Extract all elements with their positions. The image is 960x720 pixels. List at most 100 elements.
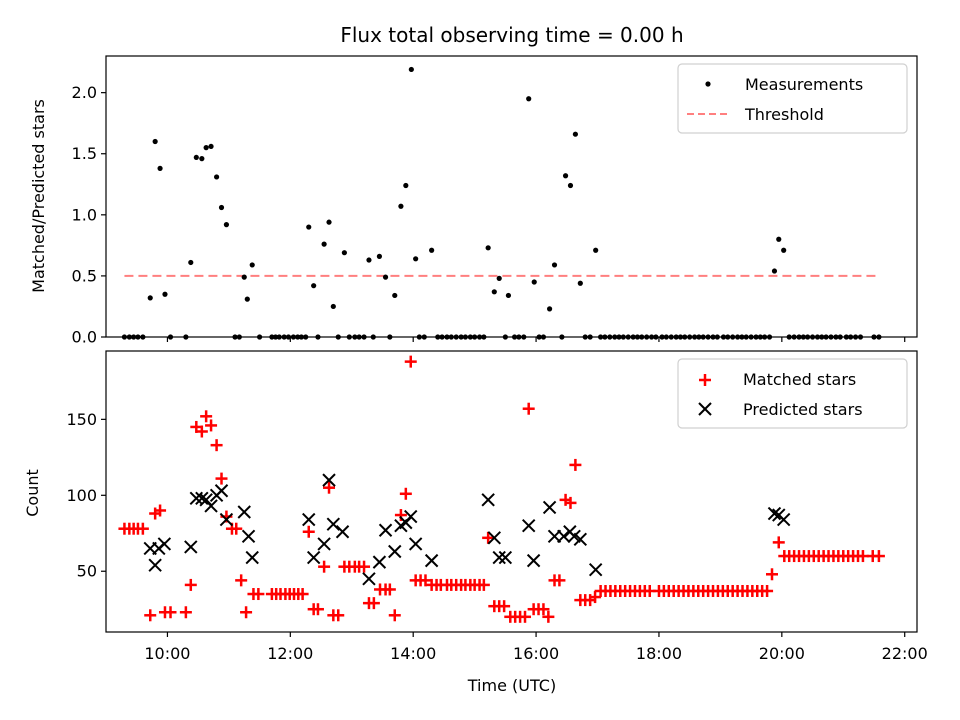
measurement-point: [753, 334, 759, 340]
measurement-point: [370, 334, 376, 340]
measurement-point: [366, 257, 372, 263]
measurement-point: [298, 334, 304, 340]
bottom-y-axis-label: Count: [23, 469, 42, 517]
matched-star-point: [144, 609, 157, 622]
measurement-point: [639, 334, 645, 340]
measurement-point: [602, 334, 608, 340]
matched-star-point: [519, 610, 532, 623]
matched-star-point: [210, 439, 223, 452]
top-x-ticks: [166, 337, 906, 342]
measurement-point: [505, 292, 512, 299]
bottom-plot-frame: [105, 350, 918, 633]
measurement-point: [582, 334, 588, 340]
measurement-point: [140, 334, 146, 340]
predicted-star-point: [241, 529, 256, 544]
predicted-star-point: [372, 555, 387, 569]
bottom-y-tick-label: 50: [77, 562, 97, 581]
measurement-point: [682, 334, 688, 340]
measurement-point: [572, 131, 578, 137]
measurement-point: [256, 334, 263, 340]
matched-star-point: [542, 610, 555, 623]
matched-star-point: [872, 550, 885, 563]
measurement-point: [691, 334, 698, 340]
measurement-point: [852, 334, 859, 340]
predicted-star-point: [335, 525, 350, 539]
predicted-star-point: [776, 512, 791, 527]
measurement-point: [193, 154, 199, 161]
measurement-point: [356, 334, 362, 340]
measurement-point: [241, 274, 247, 280]
predicted-star-point: [306, 550, 321, 565]
predicted-star-point: [424, 553, 439, 568]
predicted-star-point: [767, 506, 782, 521]
measurement-point: [462, 334, 469, 340]
measurement-point: [458, 334, 464, 340]
measurement-point: [540, 334, 547, 340]
measurement-point: [796, 334, 802, 340]
measurement-point: [244, 296, 250, 302]
measurement-point: [843, 334, 849, 340]
predicted-star-point: [378, 523, 393, 537]
measurement-point: [551, 262, 558, 268]
measurement-point: [757, 334, 763, 340]
measurement-point: [167, 334, 174, 340]
predicted-star-point: [487, 531, 502, 545]
measurement-point: [814, 334, 821, 340]
measurement-point: [748, 334, 754, 340]
predicted-star-point: [404, 509, 418, 524]
predicted-star-point: [237, 505, 251, 519]
chart-title: Flux total observing time = 0.00 h: [340, 23, 683, 47]
measurement-point: [673, 334, 679, 340]
matched-star-point: [136, 522, 149, 535]
measurement-point: [416, 334, 422, 340]
measurement-point: [612, 334, 618, 340]
matched-star-point: [367, 597, 380, 610]
measurement-point: [131, 334, 137, 340]
measurement-point: [303, 334, 309, 340]
measurement-point: [276, 334, 282, 340]
measurement-point: [714, 334, 720, 340]
measurement-point: [335, 334, 341, 340]
measurement-point: [710, 334, 716, 340]
measurement-point: [634, 334, 641, 340]
predicted-star-point: [526, 553, 541, 568]
matched-star-point: [195, 425, 208, 438]
matched-star-point: [399, 487, 412, 500]
measurement-point: [285, 334, 292, 340]
measurement-point: [516, 334, 522, 340]
predicted-star-point: [157, 537, 172, 551]
measurement-point: [213, 174, 220, 180]
matched-star-point: [358, 560, 371, 573]
matched-star-point: [388, 609, 401, 622]
measurement-point: [403, 182, 409, 189]
measurement-point: [382, 274, 389, 280]
measurement-point: [781, 247, 787, 253]
matched-star-point: [482, 531, 495, 544]
measurement-point: [739, 334, 745, 340]
measurement-point: [786, 334, 792, 340]
predicted-star-point: [322, 473, 336, 487]
measurement-point: [805, 334, 811, 340]
predicted-star-point: [326, 517, 341, 531]
measurement-points: [121, 66, 882, 340]
measurement-point: [871, 334, 877, 340]
measurement-point: [421, 334, 427, 340]
predicted-star-point: [148, 558, 162, 572]
predicted-star-point: [184, 540, 198, 554]
top-panel: 0.00.51.01.52.0 Matched/Predicted stars …: [29, 55, 918, 347]
measurement-point: [491, 289, 497, 295]
matched-star-point: [419, 574, 432, 587]
top-y-tick-label: 1.0: [72, 205, 97, 224]
top-legend: Measurements Threshold: [677, 63, 908, 134]
predicted-star-points: [143, 473, 791, 586]
measurement-point: [232, 334, 238, 340]
x-tick-label: 16:00: [513, 644, 559, 663]
measurement-point: [361, 334, 367, 340]
predicted-star-point: [195, 491, 209, 506]
top-y-tick-label: 0.5: [72, 266, 97, 285]
bottom-y-ticks: 50 100 150: [66, 410, 106, 581]
predicted-star-point: [317, 537, 331, 551]
measurement-point: [800, 334, 806, 340]
measurement-point: [199, 156, 205, 162]
measurement-point: [644, 334, 650, 340]
